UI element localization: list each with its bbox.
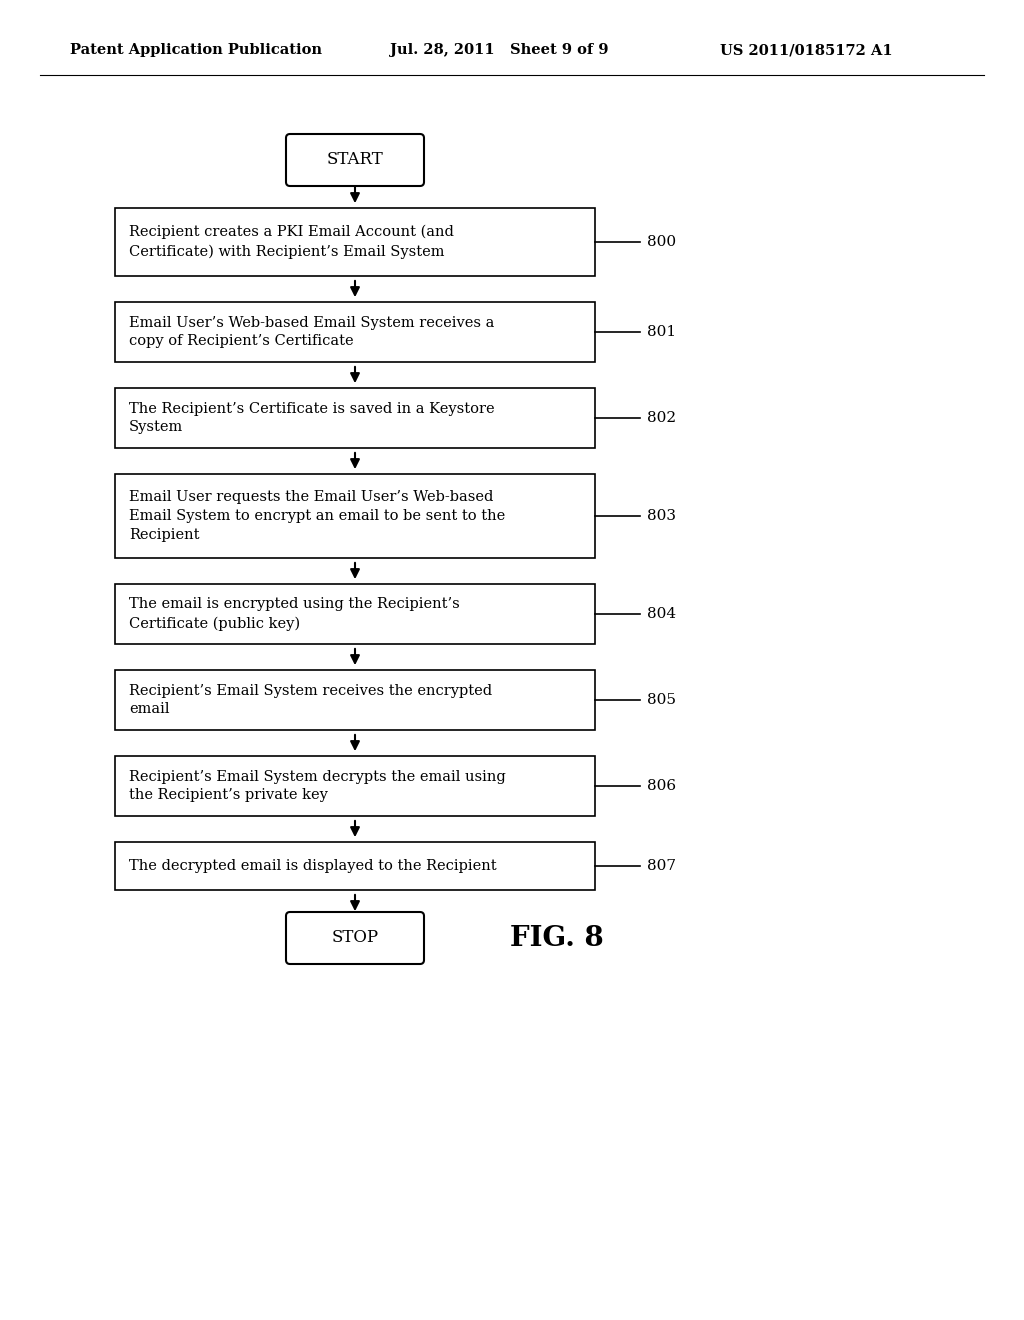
Text: The Recipient’s Certificate is saved in a Keystore
System: The Recipient’s Certificate is saved in … (129, 401, 495, 434)
Text: 807: 807 (647, 859, 676, 873)
Text: Recipient’s Email System decrypts the email using
the Recipient’s private key: Recipient’s Email System decrypts the em… (129, 770, 506, 803)
Bar (115, 302, 595, 362)
Text: Email User requests the Email User’s Web-based
Email System to encrypt an email : Email User requests the Email User’s Web… (129, 490, 505, 543)
Text: 800: 800 (647, 235, 676, 249)
Text: Recipient creates a PKI Email Account (and
Certificate) with Recipient’s Email S: Recipient creates a PKI Email Account (a… (129, 224, 454, 259)
Text: The decrypted email is displayed to the Recipient: The decrypted email is displayed to the … (129, 859, 497, 873)
Text: 806: 806 (647, 779, 676, 793)
Bar (115, 209, 595, 276)
Text: 804: 804 (647, 607, 676, 620)
Text: US 2011/0185172 A1: US 2011/0185172 A1 (720, 44, 893, 57)
FancyBboxPatch shape (286, 912, 424, 964)
Text: START: START (327, 152, 383, 169)
Text: FIG. 8: FIG. 8 (510, 924, 604, 952)
Text: 805: 805 (647, 693, 676, 708)
Text: Recipient’s Email System receives the encrypted
email: Recipient’s Email System receives the en… (129, 684, 493, 717)
Text: 801: 801 (647, 325, 676, 339)
Bar (115, 583, 595, 644)
Bar (115, 388, 595, 447)
Text: STOP: STOP (332, 929, 379, 946)
Bar (115, 474, 595, 558)
FancyBboxPatch shape (286, 135, 424, 186)
Text: 803: 803 (647, 510, 676, 523)
Text: 802: 802 (647, 411, 676, 425)
Text: Jul. 28, 2011   Sheet 9 of 9: Jul. 28, 2011 Sheet 9 of 9 (390, 44, 608, 57)
Bar (115, 756, 595, 816)
Bar (115, 671, 595, 730)
Text: Email User’s Web-based Email System receives a
copy of Recipient’s Certificate: Email User’s Web-based Email System rece… (129, 315, 495, 348)
Bar (115, 842, 595, 890)
Text: Patent Application Publication: Patent Application Publication (70, 44, 322, 57)
Text: The email is encrypted using the Recipient’s
Certificate (public key): The email is encrypted using the Recipie… (129, 597, 460, 631)
